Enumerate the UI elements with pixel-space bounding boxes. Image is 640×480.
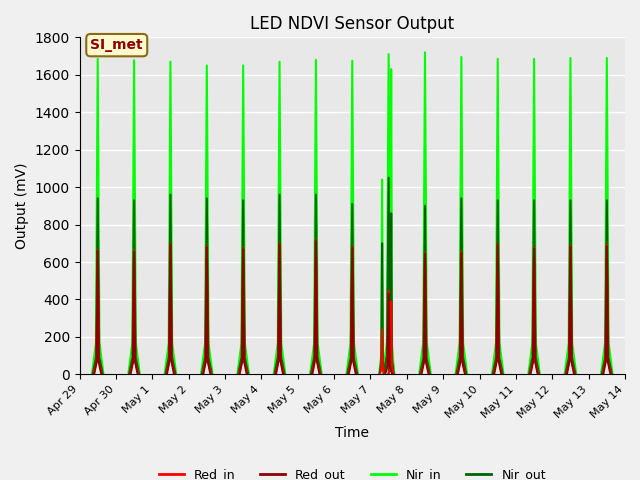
Y-axis label: Output (mV): Output (mV) <box>15 163 29 249</box>
Legend: Red_in, Red_out, Nir_in, Nir_out: Red_in, Red_out, Nir_in, Nir_out <box>154 463 551 480</box>
Text: SI_met: SI_met <box>90 38 143 52</box>
X-axis label: Time: Time <box>335 426 369 440</box>
Title: LED NDVI Sensor Output: LED NDVI Sensor Output <box>250 15 454 33</box>
